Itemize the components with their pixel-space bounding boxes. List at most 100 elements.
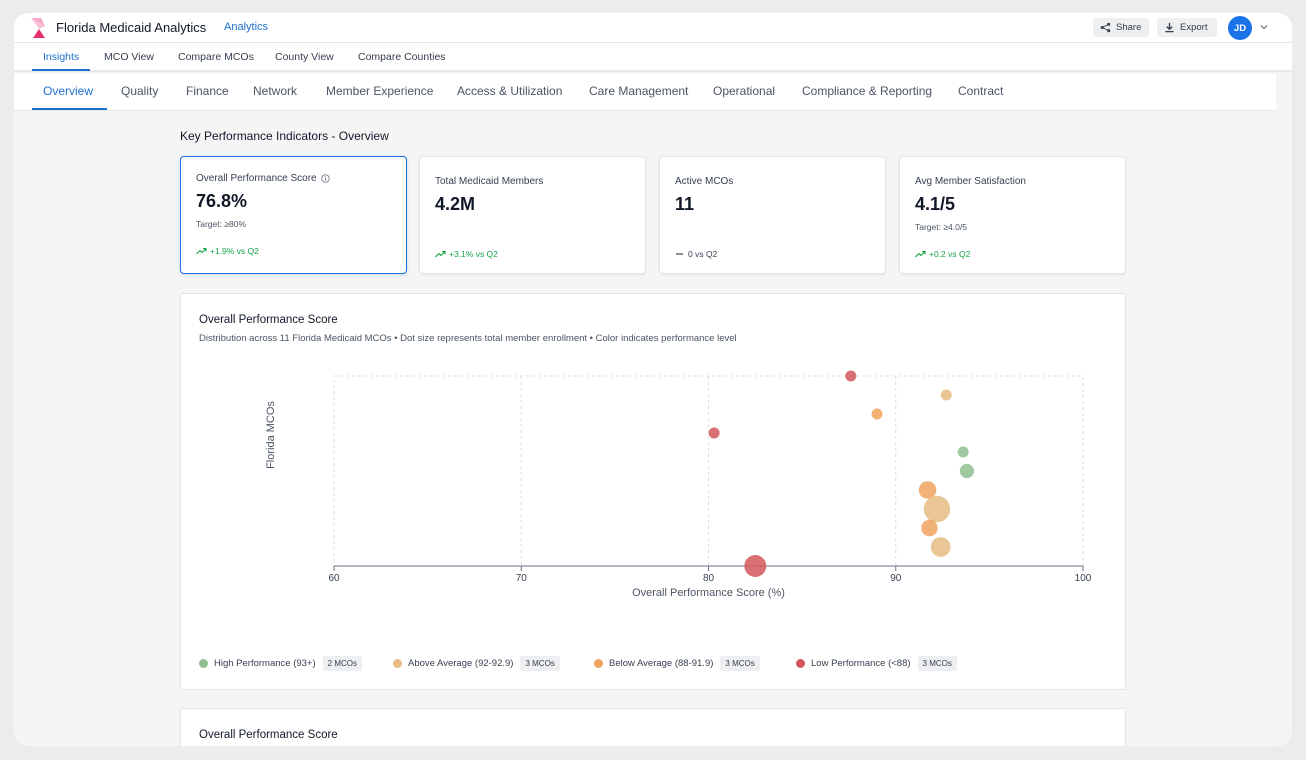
tab-member-experience[interactable]: Member Experience <box>326 84 434 98</box>
tab-care-management[interactable]: Care Management <box>589 84 689 98</box>
analytics-link[interactable]: Analytics <box>224 21 269 33</box>
data-point <box>957 446 969 458</box>
share-icon <box>1100 22 1111 33</box>
chevron-down-icon[interactable] <box>1260 23 1268 31</box>
tab-contract[interactable]: Contract <box>958 84 1004 98</box>
legend-count-badge: 3 MCOs <box>520 656 560 671</box>
share-button[interactable]: Share <box>1093 18 1149 37</box>
kpi-card-active-mcos[interactable]: Active MCOs 11 0 vs Q2 <box>659 156 886 274</box>
export-button[interactable]: Export <box>1157 18 1217 37</box>
data-point <box>921 519 938 537</box>
legend-count-badge: 2 MCOs <box>322 656 362 671</box>
data-point <box>918 481 937 499</box>
kpi-label: Active MCOs <box>675 176 734 187</box>
nav-compare-counties[interactable]: Compare Counties <box>358 51 446 63</box>
minus-icon <box>676 253 683 255</box>
kpi-label: Overall Performance Score <box>196 173 317 184</box>
tab-access-utilization[interactable]: Access & Utilization <box>457 84 563 98</box>
nav-county-view[interactable]: County View <box>275 51 334 63</box>
app-title: Florida Medicaid Analytics <box>56 20 207 35</box>
app-window: Florida Medicaid Analytics Analytics Sha… <box>14 13 1292 746</box>
legend-item-above[interactable]: Above Average (92-92.9) 3 MCOs <box>393 656 560 671</box>
y-axis-label: Florida MCOs <box>265 401 277 469</box>
legend-item-low[interactable]: Low Performance (<88) 3 MCOs <box>796 656 957 671</box>
trending-up-icon <box>435 250 446 258</box>
legend-dot-low <box>796 659 805 668</box>
scatter-chart: 60 70 80 90 100 Overall Performance Score (%)… <box>265 370 1092 599</box>
tab-active-indicator <box>32 108 107 110</box>
data-point <box>871 408 883 420</box>
kpi-label-wrap: Overall Performance Score <box>196 173 330 184</box>
kpi-trend-text: +0.2 vs Q2 <box>929 249 971 259</box>
x-tick-label: 70 <box>516 573 528 584</box>
kpi-trend: 0 vs Q2 <box>675 249 717 259</box>
export-label: Export <box>1180 22 1208 33</box>
panel-title: Overall Performance Score <box>199 729 338 741</box>
x-tick-label: 90 <box>890 573 902 584</box>
kpi-value: 76.8% <box>196 191 248 211</box>
kpi-card-avg-satisfaction[interactable]: Avg Member Satisfaction 4.1/5 Target: ≥4… <box>899 156 1126 274</box>
kpi-trend-text: +1.9% vs Q2 <box>210 246 259 256</box>
user-avatar[interactable]: JD <box>1228 16 1252 40</box>
kpi-target: Target: ≥4.0/5 <box>915 222 967 232</box>
tab-quality[interactable]: Quality <box>121 84 159 98</box>
nav-compare-mcos[interactable]: Compare MCOs <box>178 51 254 63</box>
x-tick-label: 100 <box>1075 573 1092 584</box>
data-point <box>930 537 951 557</box>
kpi-value: 4.2M <box>435 194 476 214</box>
kpi-trend: +1.9% vs Q2 <box>196 246 259 256</box>
data-point <box>845 370 857 382</box>
tab-operational[interactable]: Operational <box>713 84 776 98</box>
data-point <box>940 389 952 401</box>
x-tick-label: 80 <box>703 573 715 584</box>
legend-count-badge: 3 MCOs <box>917 656 957 671</box>
kpi-label: Avg Member Satisfaction <box>915 176 1026 187</box>
nav-insights[interactable]: Insights <box>43 51 80 63</box>
kpi-value: 11 <box>675 194 695 214</box>
trending-up-icon <box>196 247 207 255</box>
kpi-trend-text: +3.1% vs Q2 <box>449 249 498 259</box>
tab-finance[interactable]: Finance <box>186 84 229 98</box>
tab-compliance-reporting[interactable]: Compliance & Reporting <box>802 84 933 98</box>
legend-label: High Performance (93+) <box>214 658 316 669</box>
x-tick-label: 60 <box>328 573 340 584</box>
kpi-card-overall-score[interactable]: Overall Performance Score 76.8% Target: … <box>180 156 407 274</box>
download-icon <box>1165 22 1174 33</box>
kpi-section-heading: Key Performance Indicators - Overview <box>180 129 389 143</box>
tab-network[interactable]: Network <box>253 84 298 98</box>
data-point <box>744 555 767 577</box>
nav-active-indicator <box>32 69 90 71</box>
kpi-value: 4.1/5 <box>915 194 956 214</box>
legend-label: Low Performance (<88) <box>811 658 911 669</box>
trending-up-icon <box>915 250 926 258</box>
legend-label: Above Average (92-92.9) <box>408 658 514 669</box>
legend-count-badge: 3 MCOs <box>720 656 760 671</box>
legend-label: Below Average (88-91.9) <box>609 658 714 669</box>
primary-nav: Insights MCO View Compare MCOs County Vi… <box>14 43 1292 72</box>
kpi-target: Target: ≥80% <box>196 219 247 229</box>
tab-overview[interactable]: Overview <box>43 84 94 98</box>
chart-title: Overall Performance Score <box>199 314 338 326</box>
nav-mco-view[interactable]: MCO View <box>104 51 154 63</box>
legend-dot-below <box>594 659 603 668</box>
performance-chart-panel: Overall Performance Score Distribution a… <box>180 293 1126 690</box>
legend-dot-high <box>199 659 208 668</box>
kpi-label: Total Medicaid Members <box>435 176 544 187</box>
x-axis-label: Overall Performance Score (%) <box>632 587 785 599</box>
logo-icon <box>31 18 45 38</box>
data-point <box>708 427 720 439</box>
legend-dot-above <box>393 659 402 668</box>
legend-item-high[interactable]: High Performance (93+) 2 MCOs <box>199 656 362 671</box>
chart-subtitle: Distribution across 11 Florida Medicaid … <box>199 333 737 344</box>
kpi-card-total-members[interactable]: Total Medicaid Members 4.2M +3.1% vs Q2 <box>419 156 646 274</box>
info-icon[interactable] <box>320 174 330 183</box>
legend-item-below[interactable]: Below Average (88-91.9) 3 MCOs <box>594 656 760 671</box>
top-header: Florida Medicaid Analytics Analytics Sha… <box>14 13 1292 43</box>
second-chart-panel: Overall Performance Score <box>180 708 1126 746</box>
share-label: Share <box>1116 22 1142 33</box>
kpi-trend-text: 0 vs Q2 <box>688 249 718 259</box>
kpi-trend: +0.2 vs Q2 <box>915 249 970 259</box>
data-point <box>959 463 975 479</box>
tab-bar: Overview Quality Finance Network Member … <box>14 74 1276 111</box>
data-point <box>923 495 951 523</box>
